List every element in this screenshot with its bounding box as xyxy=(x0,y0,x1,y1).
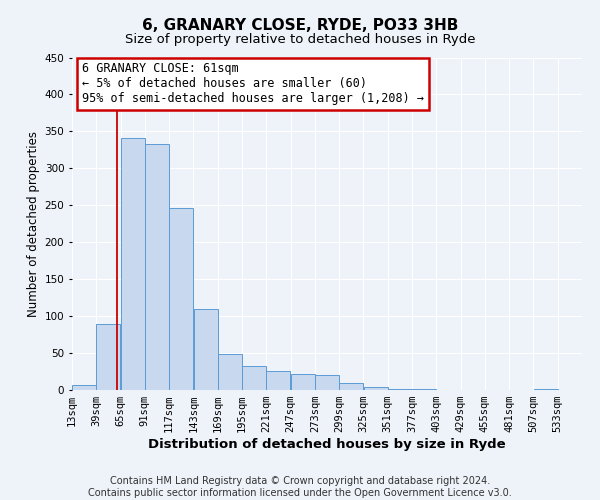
Text: Contains HM Land Registry data © Crown copyright and database right 2024.
Contai: Contains HM Land Registry data © Crown c… xyxy=(88,476,512,498)
Bar xyxy=(72,385,96,390)
Y-axis label: Number of detached properties: Number of detached properties xyxy=(28,130,40,317)
Bar xyxy=(194,308,218,390)
Bar xyxy=(266,371,290,390)
Text: 6 GRANARY CLOSE: 61sqm
← 5% of detached houses are smaller (60)
95% of semi-deta: 6 GRANARY CLOSE: 61sqm ← 5% of detached … xyxy=(82,62,424,106)
X-axis label: Distribution of detached houses by size in Ryde: Distribution of detached houses by size … xyxy=(148,438,506,451)
Text: Size of property relative to detached houses in Ryde: Size of property relative to detached ho… xyxy=(125,32,475,46)
Bar xyxy=(97,324,121,390)
Bar xyxy=(145,144,169,390)
Text: 6, GRANARY CLOSE, RYDE, PO33 3HB: 6, GRANARY CLOSE, RYDE, PO33 3HB xyxy=(142,18,458,32)
Bar xyxy=(315,375,339,390)
Bar xyxy=(121,138,145,390)
Bar xyxy=(169,208,193,390)
Bar xyxy=(364,387,388,390)
Bar xyxy=(242,366,266,390)
Bar xyxy=(291,374,315,390)
Bar xyxy=(218,354,242,390)
Bar xyxy=(339,382,363,390)
